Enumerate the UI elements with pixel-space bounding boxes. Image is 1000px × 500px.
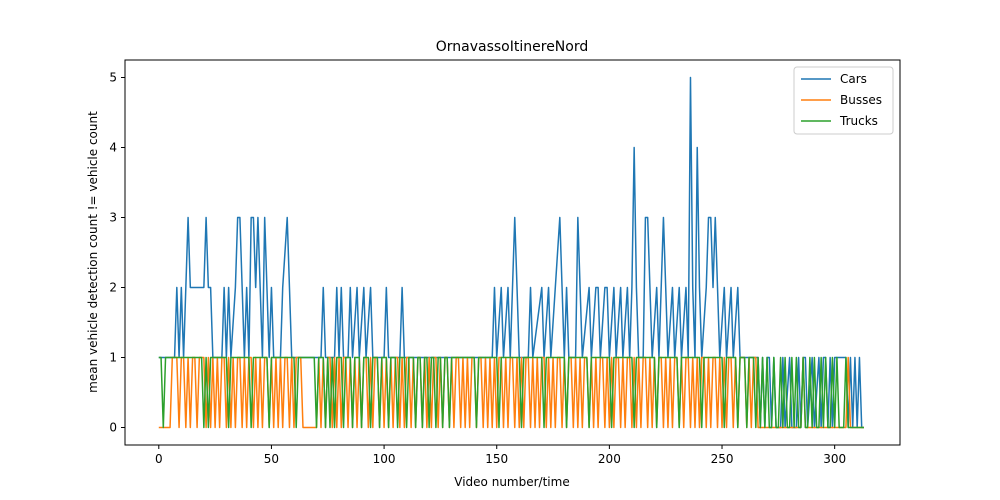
- x-tick-label: 250: [711, 452, 734, 466]
- chart-title: OrnavassoItinereNord: [436, 39, 589, 55]
- y-tick-label: 0: [109, 421, 117, 435]
- y-axis-label: mean vehicle detection count != vehicle …: [86, 111, 100, 393]
- x-tick-label: 0: [155, 452, 163, 466]
- x-tick-label: 50: [264, 452, 279, 466]
- x-tick-label: 300: [823, 452, 846, 466]
- y-tick-label: 1: [109, 351, 117, 365]
- legend: Cars Busses Trucks: [793, 66, 894, 135]
- x-tick-label: 200: [598, 452, 621, 466]
- y-tick-label: 3: [109, 211, 117, 225]
- legend-label-busses: Busses: [840, 93, 882, 107]
- y-tick-label: 4: [109, 141, 117, 155]
- x-axis: 0 50 100 150 200 250 300: [155, 445, 846, 466]
- plot-frame: [124, 59, 901, 446]
- x-axis-label: Video number/time: [454, 475, 569, 489]
- series-line-trucks: [158, 356, 864, 429]
- y-tick-label: 2: [109, 281, 117, 295]
- x-tick-label: 100: [373, 452, 396, 466]
- legend-label-cars: Cars: [840, 72, 867, 86]
- y-tick-label: 5: [109, 71, 117, 85]
- legend-label-trucks: Trucks: [839, 114, 878, 128]
- x-tick-label: 150: [485, 452, 508, 466]
- legend-box: [793, 66, 894, 135]
- y-axis: 0 1 2 3 4 5: [109, 71, 125, 435]
- series-layer: [158, 76, 864, 429]
